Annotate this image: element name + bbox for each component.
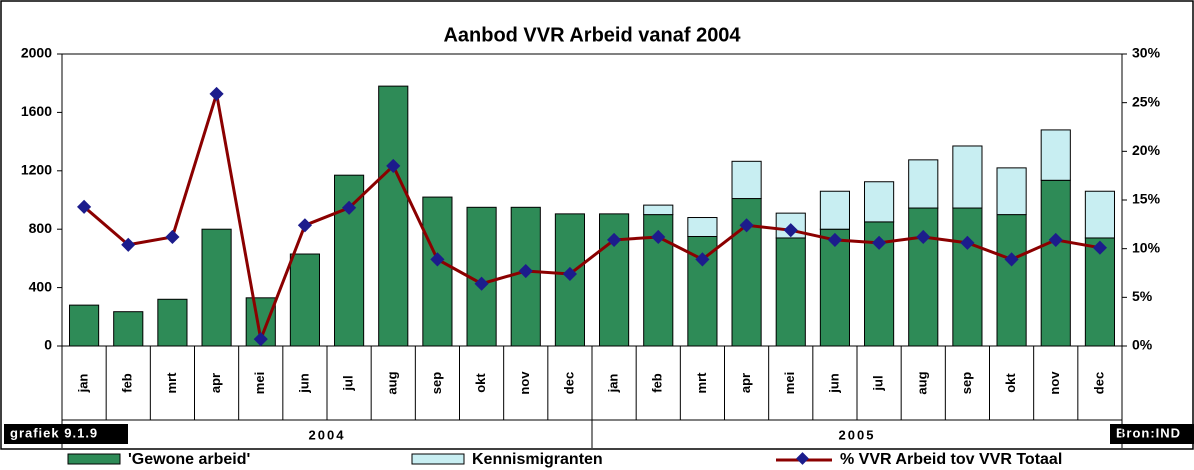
line-marker — [165, 229, 180, 245]
line-marker — [1048, 232, 1063, 247]
line-marker — [607, 232, 622, 247]
line-marker — [1092, 240, 1107, 255]
chart-title: Aanbod VVR Arbeid vanaf 2004 — [443, 24, 741, 46]
x-tick-label: mrt — [694, 372, 709, 394]
bar — [952, 145, 983, 209]
x-tick-label: jun — [826, 373, 841, 394]
x-tick-label: sep — [959, 372, 974, 394]
source-box — [1110, 424, 1194, 444]
bar — [819, 190, 850, 230]
y-tick-label: 2000 — [21, 45, 52, 61]
line-marker — [651, 229, 666, 245]
y2-tick-label: 15% — [1132, 191, 1161, 207]
bar — [1040, 179, 1071, 347]
y2-tick-label: 30% — [1132, 45, 1161, 61]
group-label: 2004 — [309, 427, 346, 442]
bar — [908, 159, 939, 209]
x-tick-label: aug — [915, 371, 930, 394]
bar — [69, 304, 100, 347]
caption: grafiek 9.1.9 — [10, 425, 98, 440]
bar — [1040, 129, 1071, 181]
legend-swatch — [67, 453, 121, 465]
x-tick-label: jun — [296, 373, 311, 394]
x-tick-label: nov — [1047, 371, 1062, 395]
legend-swatch — [411, 453, 465, 465]
x-tick-label: jan — [606, 374, 621, 394]
y2-tick-label: 25% — [1132, 93, 1161, 109]
y2-tick-label: 20% — [1132, 142, 1161, 158]
bar — [731, 160, 762, 200]
bar — [908, 207, 939, 347]
bar — [819, 228, 850, 347]
y-tick-label: 800 — [29, 220, 53, 236]
caption-box — [4, 424, 128, 444]
bar — [775, 237, 806, 347]
line-marker — [430, 252, 445, 267]
legend-label: % VVR Arbeid tov VVR Totaal — [840, 451, 1062, 468]
bar — [1084, 237, 1115, 347]
source: Bron:IND — [1116, 425, 1181, 440]
x-tick-label: dec — [561, 372, 576, 394]
x-tick-label: jan — [76, 374, 91, 394]
bar — [996, 167, 1027, 216]
x-tick-label: feb — [650, 373, 665, 393]
legend-label: 'Gewone arbeid' — [128, 451, 250, 468]
y2-tick-label: 10% — [1132, 239, 1161, 255]
bar — [422, 196, 453, 347]
x-tick-label: mrt — [164, 372, 179, 394]
x-tick-label: nov — [517, 371, 532, 395]
group-label: 2005 — [839, 427, 876, 442]
line-marker — [872, 235, 887, 250]
line-marker — [916, 229, 931, 245]
bar — [378, 85, 409, 347]
x-tick-label: aug — [385, 371, 400, 394]
bar — [157, 298, 188, 347]
y-tick-label: 0 — [44, 337, 52, 353]
x-tick-label: sep — [429, 372, 444, 394]
x-tick-label: feb — [120, 373, 135, 393]
y-tick-label: 1200 — [21, 162, 52, 178]
line-marker — [253, 332, 268, 347]
x-tick-label: dec — [1091, 372, 1106, 394]
y-tick-label: 1600 — [21, 103, 52, 119]
bar — [1084, 190, 1115, 239]
x-tick-label: apr — [208, 373, 223, 393]
x-tick-label: okt — [1003, 373, 1018, 393]
y-tick-label: 400 — [29, 278, 53, 294]
x-tick-label: apr — [738, 373, 753, 393]
bar — [289, 253, 320, 347]
line-marker — [960, 235, 975, 250]
line-marker — [739, 218, 754, 233]
bar — [113, 311, 144, 347]
y2-tick-label: 0% — [1132, 337, 1153, 353]
bar — [864, 181, 895, 223]
line-marker — [695, 252, 710, 267]
line-marker — [562, 266, 577, 282]
line-marker — [342, 200, 357, 215]
line-marker — [474, 276, 489, 291]
line-marker — [783, 223, 798, 238]
line-marker — [518, 263, 533, 279]
x-tick-label: jul — [871, 375, 886, 391]
x-tick-label: okt — [473, 373, 488, 393]
bar — [996, 214, 1027, 347]
bar — [643, 204, 674, 216]
x-tick-label: jul — [341, 375, 356, 391]
y2-tick-label: 5% — [1132, 288, 1153, 304]
x-tick-label: mei — [782, 372, 797, 394]
line-marker — [827, 232, 842, 247]
bar — [952, 207, 983, 347]
line-marker — [1004, 252, 1019, 267]
legend-marker — [796, 452, 809, 465]
legend-label: Kennismigranten — [472, 451, 603, 468]
line-marker — [297, 218, 312, 233]
line — [83, 93, 1101, 345]
plot-area — [61, 53, 1123, 347]
bar — [687, 217, 718, 238]
x-tick-label: mei — [252, 372, 267, 394]
line-marker — [386, 158, 401, 174]
bar — [201, 228, 232, 347]
